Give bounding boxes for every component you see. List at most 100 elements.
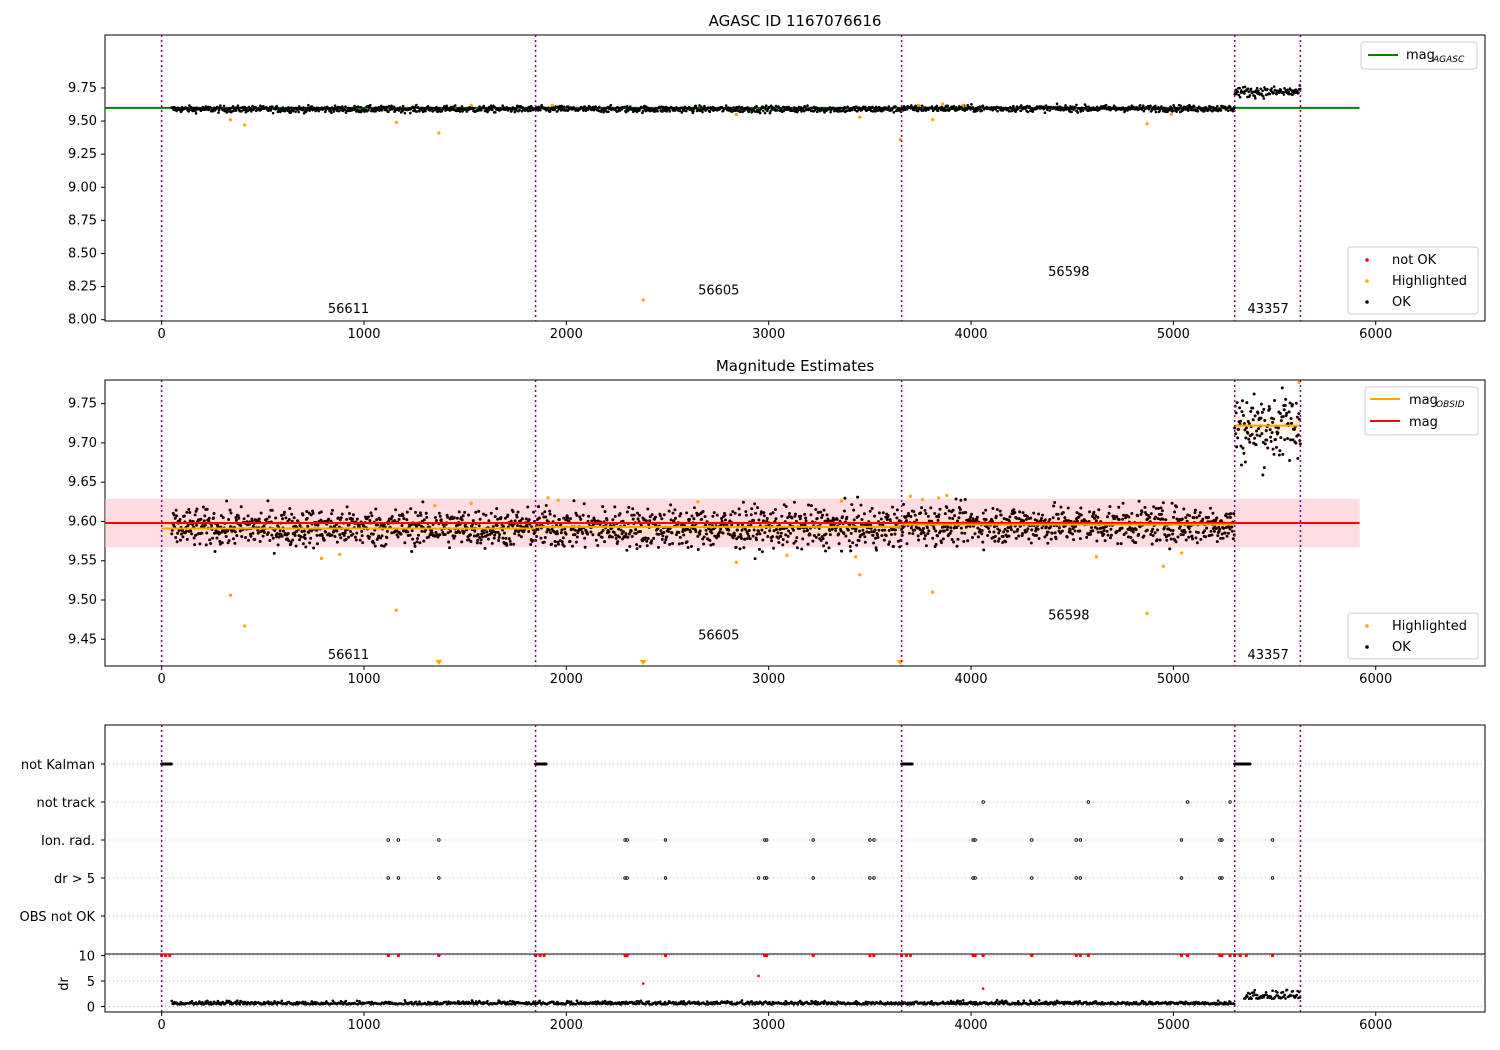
ok-data-point [720, 105, 724, 109]
ok-data-point [955, 519, 959, 523]
ok-data-point [1079, 110, 1083, 113]
flag-marker [169, 762, 173, 766]
ok-data-point [516, 524, 520, 528]
ok-data-point [490, 541, 494, 545]
highlighted-data-point [550, 103, 554, 107]
ok-data-point [1161, 517, 1165, 521]
ok-data-point [305, 509, 309, 513]
flag-marker [971, 838, 975, 842]
ok-data-point [415, 540, 419, 544]
ok-data-point [1282, 408, 1286, 412]
ok-data-point [1256, 411, 1260, 415]
ok-data-point [621, 530, 625, 534]
ok-data-point [1012, 104, 1015, 108]
ok-data-point [217, 108, 221, 112]
ok-data-point [361, 541, 365, 545]
ok-data-point [1272, 452, 1276, 456]
ok-data-point [1253, 436, 1257, 440]
ok-data-point [539, 108, 542, 112]
ok-data-point [1191, 108, 1195, 112]
ok-data-point [627, 505, 631, 509]
ok-data-point [842, 532, 846, 536]
x-tick-label: 3000 [752, 672, 785, 687]
ok-data-point [244, 535, 248, 539]
ok-data-point [509, 519, 513, 523]
ok-data-point [268, 539, 272, 543]
ok-data-point [548, 110, 552, 113]
ok-data-point [228, 108, 232, 112]
ok-data-point [415, 524, 419, 528]
ok-data-point [174, 536, 178, 540]
ok-data-point [650, 513, 654, 517]
ok-data-point [438, 514, 442, 518]
ok-data-point [180, 110, 183, 113]
ok-data-point [211, 536, 215, 540]
ok-data-point [703, 515, 707, 519]
ok-data-point [618, 535, 622, 539]
ok-data-point [276, 543, 280, 547]
ok-data-point [596, 544, 600, 548]
ok-data-point [736, 528, 740, 532]
ok-data-point [959, 498, 963, 502]
ok-data-point [849, 549, 853, 553]
ok-data-point [1204, 535, 1208, 539]
legend-label: Highlighted [1392, 619, 1467, 634]
ok-data-point [1257, 89, 1260, 93]
ok-data-point [360, 534, 364, 538]
highlighted-data-point [243, 123, 247, 127]
ok-data-point [257, 517, 261, 521]
ok-data-point [218, 539, 222, 543]
ok-data-point [289, 111, 293, 114]
ok-data-point [490, 108, 494, 112]
ok-data-point [1289, 438, 1293, 442]
ok-data-point [1291, 93, 1294, 97]
ok-data-point [1231, 109, 1235, 113]
ok-data-point [636, 511, 640, 515]
ok-data-point [1254, 97, 1257, 100]
ok-data-point [708, 539, 712, 543]
ok-data-point [807, 503, 811, 507]
ok-data-point [1007, 534, 1011, 538]
ok-data-point [1261, 94, 1265, 98]
ok-data-point [663, 541, 667, 545]
ok-data-point [1117, 517, 1121, 521]
ok-data-point [1108, 505, 1112, 509]
ok-data-point [801, 107, 805, 110]
ok-data-point [1291, 438, 1295, 442]
dr-data-point [216, 999, 220, 1003]
ok-data-point [247, 538, 251, 542]
ok-data-point [859, 503, 863, 507]
legend-label: Highlighted [1392, 274, 1467, 289]
flag-marker [973, 838, 977, 842]
ok-data-point [1215, 540, 1219, 544]
ok-data-point [803, 105, 807, 109]
ok-data-point [545, 530, 549, 534]
flag-marker [1030, 876, 1034, 880]
dr-data-point [556, 1000, 559, 1004]
ok-data-point [591, 533, 595, 537]
highlighted-data-point [937, 496, 941, 500]
ok-data-point [673, 508, 677, 512]
ok-data-point [266, 531, 270, 535]
ok-data-point [744, 510, 748, 514]
ok-data-point [758, 111, 762, 115]
ok-data-point [982, 548, 986, 552]
ok-data-point [1029, 541, 1033, 545]
ok-data-point [819, 539, 823, 543]
ok-data-point [779, 535, 783, 539]
ok-data-point [1188, 530, 1192, 534]
ok-data-point [747, 534, 751, 538]
ok-data-point [460, 105, 464, 108]
ok-data-point [1071, 532, 1075, 536]
ok-data-point [496, 530, 500, 534]
ok-data-point [219, 514, 223, 518]
ok-data-point [1007, 107, 1010, 110]
ok-data-point [229, 511, 233, 515]
ok-data-point [301, 513, 305, 517]
ok-data-point [416, 514, 420, 518]
ok-data-point [413, 108, 416, 111]
ok-data-point [657, 532, 661, 536]
ok-data-point [922, 531, 926, 535]
ok-data-point [426, 105, 430, 108]
ok-data-point [609, 103, 613, 107]
